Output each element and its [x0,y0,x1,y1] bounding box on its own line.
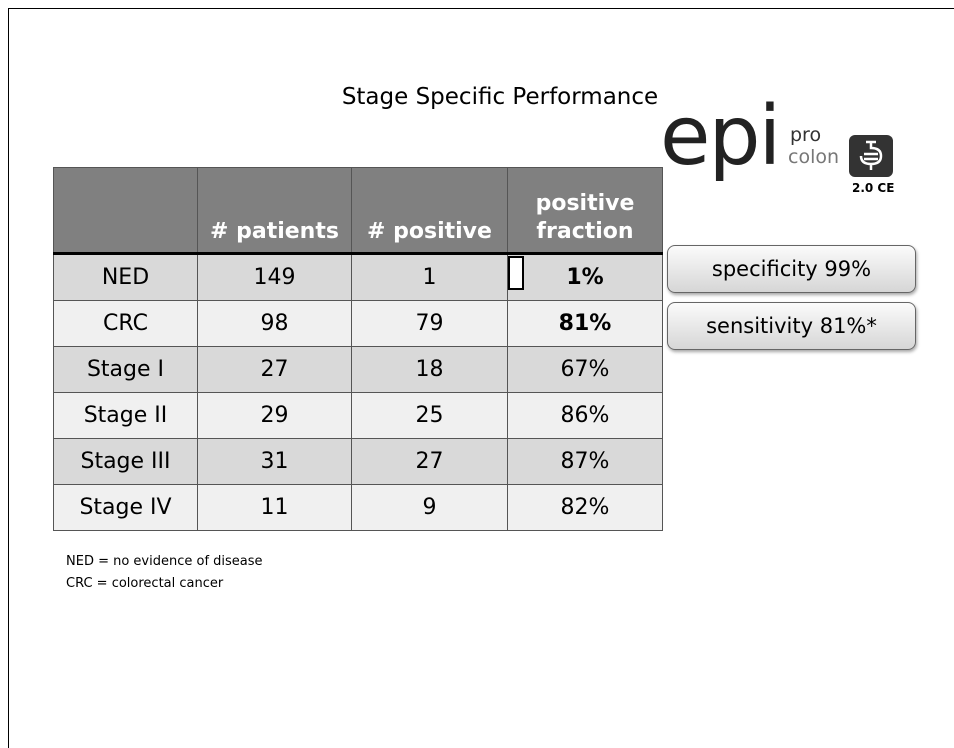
icon-glyph [859,140,883,170]
table-cell: 79 [351,300,508,347]
table-cell: NED [53,253,198,301]
table-cell: 86% [507,392,663,439]
table-cell: Stage IV [53,484,198,531]
table-cell: 1% [507,253,663,301]
marker [508,256,524,290]
callout: sensitivity 81%* [667,302,916,350]
table-row: Stage I 27 18 67% [53,346,663,393]
table-cell: 1 [351,253,508,301]
table-cell: 18 [351,346,508,393]
table-cell: 11 [197,484,352,531]
header-cell: positive fraction [507,167,663,254]
logo-colon: colon [788,146,840,168]
table-cell: 98 [197,300,352,347]
table-cell: 9 [351,484,508,531]
table-cell: 27 [351,438,508,485]
table-cell: 29 [197,392,352,439]
slide-frame [8,8,954,748]
table-cell: 149 [197,253,352,301]
table-row: CRC 98 79 81% [53,300,663,347]
marker-box [508,256,524,290]
table-cell: 27 [197,346,352,393]
table-row: Stage IV 11 9 82% [53,484,663,531]
table-cell: 25 [351,392,508,439]
table-cell: Stage II [53,392,198,439]
table-cell: CRC [53,300,198,347]
header-row: # patients # positive positive fraction [53,167,663,254]
logo-version: 2.0 CE [852,181,895,195]
slide: Stage Specific Performance epi pro colon… [8,8,954,748]
callout: specificity 99% [667,245,916,293]
table-cell: 81% [507,300,663,347]
table-cell: 67% [507,346,663,393]
footnote: CRC = colorectal cancer [66,576,224,591]
footnote: NED = no evidence of disease [66,554,263,569]
performance-table: # patients # positive positive fraction NED… [53,167,663,531]
header-cell [53,167,198,254]
logo-pro: pro [790,124,822,146]
table-row: Stage II 29 25 86% [53,392,663,439]
logo-icon [849,135,893,177]
table-cell: 82% [507,484,663,531]
title: Stage Specific Performance [341,84,659,110]
table-row: NED 149 1 1% [53,253,663,301]
header-cell: # positive [351,167,508,254]
header-cell: # patients [197,167,352,254]
icon-bg [849,135,893,177]
table-cell: 87% [507,438,663,485]
table-cell: Stage III [53,438,198,485]
table-row: Stage III 31 27 87% [53,438,663,485]
table-cell: 31 [197,438,352,485]
table-cell: Stage I [53,346,198,393]
logo-brand: epi [660,89,781,184]
